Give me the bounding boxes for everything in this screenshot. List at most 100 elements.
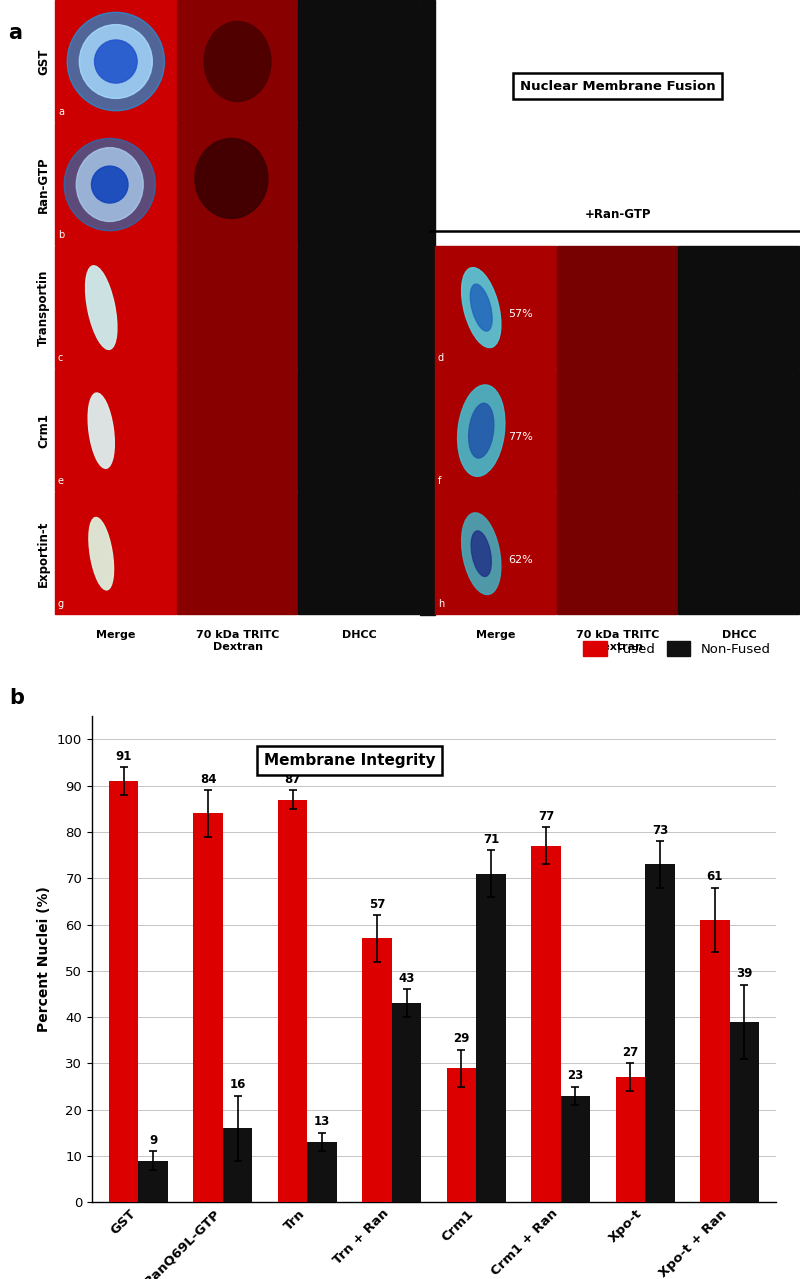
Bar [557, 370, 678, 491]
Bar [298, 246, 419, 368]
Ellipse shape [91, 166, 128, 203]
Bar [392, 1003, 422, 1202]
Text: 9: 9 [149, 1133, 158, 1147]
Bar [700, 920, 730, 1202]
Text: DHCC: DHCC [342, 631, 377, 641]
Bar [730, 1022, 759, 1202]
Bar [307, 1142, 337, 1202]
Bar [298, 370, 419, 491]
Bar [177, 492, 298, 614]
Text: f: f [438, 476, 442, 486]
Text: Ran-GTP: Ran-GTP [37, 156, 50, 212]
Text: 29: 29 [454, 1032, 470, 1045]
Ellipse shape [64, 138, 155, 230]
Text: GST: GST [37, 49, 50, 74]
Bar [298, 492, 419, 614]
Ellipse shape [88, 393, 114, 468]
Bar [177, 0, 298, 122]
Bar [55, 246, 176, 368]
Text: 62%: 62% [508, 555, 533, 565]
Text: 71: 71 [483, 833, 499, 845]
Text: 16: 16 [230, 1078, 246, 1091]
Ellipse shape [204, 22, 271, 101]
Ellipse shape [86, 266, 117, 349]
Bar [435, 370, 556, 491]
Bar [557, 492, 678, 614]
Bar [177, 246, 298, 368]
Ellipse shape [462, 267, 501, 348]
Bar [138, 1160, 168, 1202]
Text: g: g [58, 599, 64, 609]
Text: d: d [438, 353, 444, 363]
Text: 61: 61 [706, 870, 723, 883]
Bar [177, 370, 298, 491]
Ellipse shape [79, 24, 152, 98]
Text: 73: 73 [652, 824, 668, 836]
Bar [109, 781, 138, 1202]
Text: 77%: 77% [508, 432, 533, 441]
Text: Membrane Integrity: Membrane Integrity [264, 753, 435, 769]
Text: 84: 84 [200, 773, 216, 785]
Text: 23: 23 [567, 1069, 583, 1082]
Text: h: h [438, 599, 444, 609]
Bar [476, 874, 506, 1202]
Text: 91: 91 [115, 749, 132, 762]
Text: Exportin-t: Exportin-t [37, 521, 50, 587]
Text: e: e [58, 476, 64, 486]
Text: 57: 57 [369, 898, 385, 911]
Text: 43: 43 [398, 972, 414, 985]
Ellipse shape [458, 385, 505, 476]
Text: b: b [58, 230, 64, 239]
Ellipse shape [470, 284, 492, 331]
Text: 39: 39 [736, 967, 753, 980]
Bar [55, 123, 176, 244]
Bar [678, 370, 799, 491]
Text: 13: 13 [314, 1115, 330, 1128]
Text: 70 kDa TRITC
Dextran: 70 kDa TRITC Dextran [576, 631, 659, 652]
Bar [362, 939, 392, 1202]
Text: 57%: 57% [508, 308, 533, 318]
Text: Crm1: Crm1 [37, 413, 50, 448]
Text: 70 kDa TRITC
Dextran: 70 kDa TRITC Dextran [196, 631, 279, 652]
Text: c: c [58, 353, 63, 363]
Bar [420, 0, 435, 615]
Legend: Fused, Non-Fused: Fused, Non-Fused [578, 636, 776, 661]
Ellipse shape [469, 403, 494, 458]
Y-axis label: Percent Nuclei (%): Percent Nuclei (%) [38, 886, 51, 1032]
Text: 87: 87 [284, 773, 301, 785]
Bar [678, 492, 799, 614]
Text: 77: 77 [538, 810, 554, 822]
Bar [223, 1128, 253, 1202]
Text: Nuclear Membrane Fusion: Nuclear Membrane Fusion [520, 79, 715, 92]
Bar [55, 492, 176, 614]
Bar [177, 123, 298, 244]
Ellipse shape [195, 138, 268, 219]
Ellipse shape [89, 518, 114, 590]
Ellipse shape [94, 40, 137, 83]
Ellipse shape [462, 513, 501, 595]
Bar [278, 799, 307, 1202]
Text: +Ran-GTP: +Ran-GTP [584, 208, 650, 221]
Text: a: a [58, 106, 64, 116]
Text: b: b [10, 688, 25, 709]
Bar [194, 813, 223, 1202]
Text: Merge: Merge [96, 631, 135, 641]
Text: Transportin: Transportin [37, 270, 50, 345]
Bar [55, 0, 176, 122]
Text: 27: 27 [622, 1046, 638, 1059]
Ellipse shape [67, 13, 165, 111]
Bar [561, 1096, 590, 1202]
Ellipse shape [76, 147, 143, 221]
Bar [298, 0, 419, 122]
Bar [678, 246, 799, 368]
Bar [645, 865, 674, 1202]
Text: Merge: Merge [476, 631, 515, 641]
Bar [531, 845, 561, 1202]
Bar [446, 1068, 476, 1202]
Bar [435, 492, 556, 614]
Bar [615, 1077, 645, 1202]
Bar [557, 246, 678, 368]
Bar [298, 123, 419, 244]
Bar [435, 246, 556, 368]
Bar [55, 370, 176, 491]
